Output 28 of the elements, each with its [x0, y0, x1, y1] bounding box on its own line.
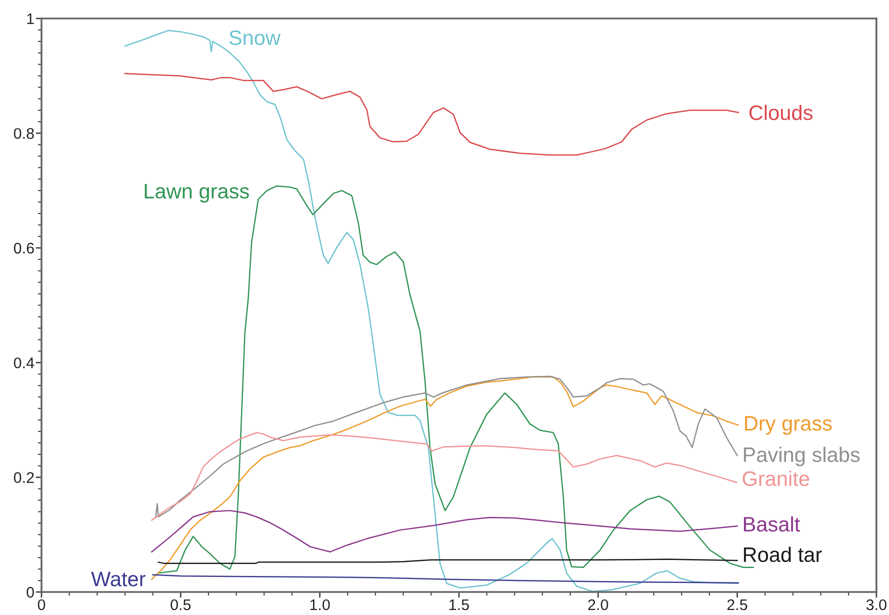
line-series — [151, 432, 738, 521]
series-label: Basalt — [744, 516, 800, 532]
x-tick-label: 0 — [38, 599, 46, 610]
x-tick-label: 3.0 — [866, 599, 886, 610]
x-tick-label: 2.0 — [588, 599, 608, 610]
series-label: Lawn grass — [144, 184, 249, 203]
series-label: Granite — [742, 470, 810, 486]
y-tick-label: 0.4 — [14, 357, 34, 368]
line-series — [152, 574, 739, 584]
line-series — [151, 376, 739, 580]
series-label: Clouds — [749, 104, 812, 120]
series-label: Paving slabs — [744, 446, 860, 466]
line-series — [124, 72, 739, 156]
x-tick-label: 0.5 — [170, 599, 191, 610]
line-series — [154, 376, 738, 518]
line-series — [151, 510, 738, 552]
series-label: Water — [91, 572, 146, 586]
x-tick-label: 2.5 — [727, 599, 748, 610]
y-tick-label: 0 — [26, 586, 34, 598]
y-tick-label: 0.8 — [14, 128, 34, 139]
x-tick-label: 1.5 — [449, 600, 469, 610]
series-label: Road tar — [744, 546, 822, 562]
y-tick-label: 1 — [27, 14, 34, 24]
series-label: Dry grass — [745, 416, 832, 435]
series-label: Snow — [229, 30, 281, 46]
x-tick-label: 1.0 — [310, 599, 330, 610]
y-tick-label: 0.6 — [14, 242, 34, 254]
y-tick-label: 0.2 — [14, 472, 34, 483]
